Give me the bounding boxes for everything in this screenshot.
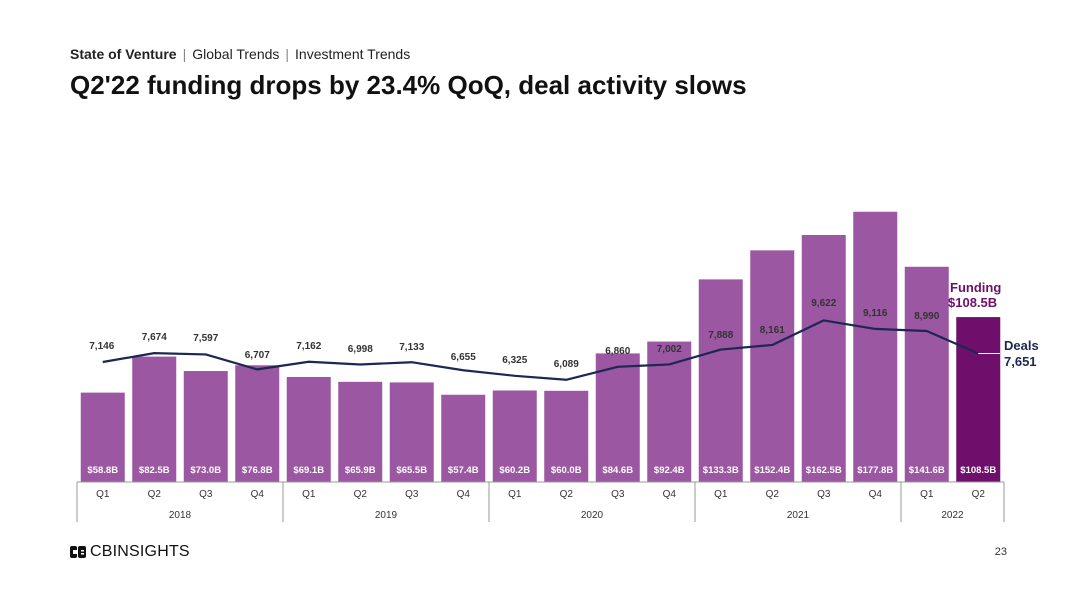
deals-point-label: 7,597 (193, 333, 218, 344)
deals-point-label: 6,860 (605, 346, 630, 357)
funding-bar (544, 390, 589, 482)
funding-bar (80, 392, 125, 482)
x-tick-label: Q3 (405, 489, 419, 500)
funding-bar-label: $152.4B (754, 465, 790, 476)
x-tick-label: Q2 (972, 489, 986, 500)
funding-bar-label: $141.6B (909, 465, 945, 476)
deals-point-label: 9,622 (811, 298, 836, 309)
year-label: 2018 (169, 510, 192, 521)
funding-bar-label: $76.8B (242, 465, 273, 476)
x-tick-label: Q4 (457, 489, 471, 500)
deals-point-label: 6,325 (502, 355, 527, 366)
funding-bar-label: $69.1B (293, 465, 324, 476)
deals-point-label: 7,002 (657, 344, 682, 355)
funding-bar (904, 266, 949, 482)
deals-point-label: 6,655 (451, 352, 476, 363)
funding-bar-label: $65.5B (396, 465, 427, 476)
deals-point-label: 6,089 (554, 359, 579, 370)
deals-point-label: 8,161 (760, 325, 785, 336)
funding-bar (183, 371, 228, 482)
funding-bar (338, 381, 383, 482)
cb-logo-icon (70, 546, 86, 558)
x-tick-label: Q4 (663, 489, 677, 500)
funding-bar-label: $57.4B (448, 465, 479, 476)
deals-annotation-label: Deals (1004, 338, 1039, 353)
deals-point-label: 7,146 (89, 341, 114, 352)
funding-bar (956, 317, 1001, 482)
x-tick-label: Q4 (251, 489, 265, 500)
funding-bar (235, 365, 280, 482)
funding-bar-label: $92.4B (654, 465, 685, 476)
deals-point-label: 8,990 (914, 311, 939, 322)
funding-bar (801, 235, 846, 482)
funding-bar (286, 376, 331, 482)
x-tick-label: Q1 (508, 489, 522, 500)
x-tick-label: Q1 (920, 489, 934, 500)
funding-bar-label: $162.5B (806, 465, 842, 476)
deals-point-label: 9,116 (863, 308, 888, 319)
deals-point-label: 7,674 (142, 332, 167, 343)
funding-annotation-label: Funding (950, 280, 1001, 295)
x-tick-label: Q1 (302, 489, 316, 500)
year-label: 2021 (787, 510, 810, 521)
breadcrumb-separator: | (182, 46, 187, 62)
cb-insights-logo: CBINSIGHTS (70, 543, 190, 561)
deals-point-label: 6,707 (245, 350, 270, 361)
x-tick-label: Q4 (869, 489, 883, 500)
deals-point-label: 7,888 (708, 330, 733, 341)
funding-bar (132, 356, 177, 482)
x-tick-label: Q2 (148, 489, 162, 500)
year-label: 2019 (375, 510, 398, 521)
funding-bar (492, 390, 537, 482)
year-label: 2020 (581, 510, 604, 521)
page-number: 23 (994, 546, 1007, 558)
x-tick-label: Q3 (817, 489, 831, 500)
funding-bar (595, 353, 640, 482)
x-tick-label: Q3 (611, 489, 625, 500)
x-tick-label: Q2 (766, 489, 780, 500)
deals-line (102, 319, 979, 381)
breadcrumb: State of Venture | Global Trends | Investmen… (70, 46, 410, 62)
funding-bar-label: $108.5B (960, 465, 996, 476)
funding-bar (853, 211, 898, 482)
funding-bar-label: $84.6B (602, 465, 633, 476)
x-tick-label: Q1 (96, 489, 110, 500)
funding-bar-label: $65.9B (345, 465, 376, 476)
funding-bar-label: $58.8B (87, 465, 118, 476)
breadcrumb-item-global-trends[interactable]: Global Trends (192, 46, 280, 62)
funding-bar-label: $60.2B (499, 465, 530, 476)
deals-point-label: 7,133 (399, 342, 424, 353)
x-tick-label: Q2 (560, 489, 574, 500)
x-tick-label: Q3 (199, 489, 213, 500)
funding-bar-label: $177.8B (857, 465, 893, 476)
funding-bar-label: $82.5B (139, 465, 170, 476)
brand-name: CBINSIGHTS (90, 543, 190, 560)
x-tick-label: Q1 (714, 489, 728, 500)
funding-bar (441, 394, 486, 482)
deals-point-label: 6,998 (348, 344, 373, 355)
year-label: 2022 (941, 510, 964, 521)
breadcrumb-separator: | (285, 46, 290, 62)
funding-bar-label: $73.0B (190, 465, 221, 476)
x-tick-label: Q2 (354, 489, 368, 500)
deals-point-label: 7,162 (296, 341, 321, 352)
deals-annotation-value: 7,651 (1004, 354, 1037, 369)
funding-bar (647, 341, 692, 482)
funding-bar-label: $133.3B (703, 465, 739, 476)
funding-bar (750, 250, 795, 482)
breadcrumb-item-investment-trends[interactable]: Investment Trends (295, 46, 411, 62)
funding-bar-label: $60.0B (551, 465, 582, 476)
funding-annotation-value: $108.5B (948, 295, 997, 310)
breadcrumb-item-state-of-venture[interactable]: State of Venture (70, 46, 177, 62)
page-title: Q2'22 funding drops by 23.4% QoQ, deal a… (70, 70, 747, 100)
funding-bar (698, 279, 743, 482)
funding-bar (389, 382, 434, 482)
